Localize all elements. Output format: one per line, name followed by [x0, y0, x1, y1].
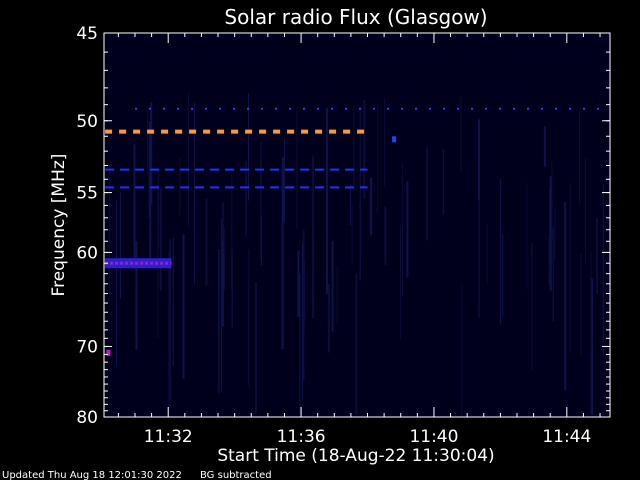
x-axis: 11:32 11:36 11:40 11:44 [117, 33, 601, 447]
bg-subtracted-note: BG subtracted [200, 470, 272, 480]
emission-features [105, 107, 607, 356]
x-tick-label: 11:40 [409, 427, 458, 447]
feature-band-4 [105, 258, 172, 269]
feature-spot-6 [392, 136, 397, 143]
y-tick-label: 70 [76, 337, 98, 357]
x-tick-label: 11:36 [277, 427, 326, 447]
feature-spot-5 [106, 349, 111, 356]
x-tick-label: 11:44 [542, 427, 591, 447]
y-tick-label: 50 [76, 112, 98, 132]
y-axis-label: Frequency [MHz] [49, 154, 69, 297]
plot-frame [103, 32, 611, 418]
y-tick-label: 55 [76, 184, 98, 204]
x-axis-label: Start Time (18-Aug-22 11:30:04) [217, 446, 494, 466]
chart-title: Solar radio Flux (Glasgow) [224, 5, 487, 29]
y-axis: 45 50 55 60 70 80 [76, 24, 610, 428]
y-tick-label: 80 [76, 408, 98, 428]
y-tick-label: 45 [76, 24, 98, 44]
updated-timestamp: Updated Thu Aug 18 12:01:30 2022 [2, 470, 182, 480]
y-tick-label: 60 [76, 243, 98, 263]
x-tick-label: 11:32 [144, 427, 193, 447]
